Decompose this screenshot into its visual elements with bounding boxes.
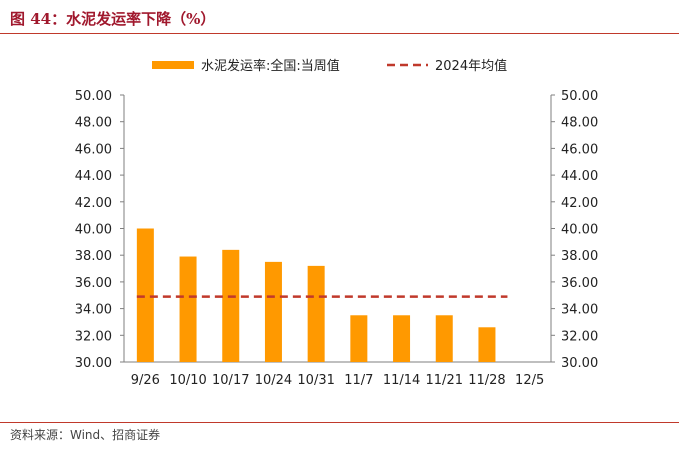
source-note: 资料来源：Wind、招商证券 — [10, 428, 161, 442]
x-tick-label: 11/21 — [426, 373, 463, 388]
bar — [307, 265, 325, 362]
x-tick-label: 11/28 — [468, 373, 505, 388]
y-tick-label-left: 30.00 — [75, 356, 112, 371]
y-tick-label-right: 46.00 — [561, 142, 598, 157]
y-tick-label-right: 34.00 — [561, 303, 598, 318]
y-tick-label-left: 44.00 — [75, 169, 112, 184]
y-tick-label-right: 40.00 — [561, 223, 598, 238]
bar — [393, 315, 411, 362]
y-tick-label-left: 48.00 — [75, 116, 112, 131]
x-tick-label: 10/17 — [212, 373, 249, 388]
x-tick-label: 11/14 — [383, 373, 420, 388]
x-tick-label: 10/10 — [169, 373, 206, 388]
legend-label-bar: 水泥发运率:全国:当周值 — [201, 58, 340, 74]
x-tick-label: 11/7 — [344, 373, 373, 388]
bar — [222, 249, 240, 362]
y-tick-label-left: 46.00 — [75, 142, 112, 157]
y-tick-label-left: 50.00 — [75, 89, 112, 104]
x-tick-label: 9/26 — [131, 373, 160, 388]
y-tick-label-left: 40.00 — [75, 223, 112, 238]
figure-title: 图 44：水泥发运率下降（%） — [10, 10, 216, 28]
y-tick-label-right: 42.00 — [561, 196, 598, 211]
x-tick-label: 10/31 — [297, 373, 334, 388]
legend-swatch-bar — [152, 61, 194, 69]
y-tick-label-left: 42.00 — [75, 196, 112, 211]
bar — [478, 327, 496, 362]
y-tick-label-left: 34.00 — [75, 303, 112, 318]
y-tick-label-left: 38.00 — [75, 249, 112, 264]
y-tick-label-right: 30.00 — [561, 356, 598, 371]
x-tick-label: 12/5 — [515, 373, 544, 388]
y-tick-label-right: 50.00 — [561, 89, 598, 104]
bar — [136, 228, 154, 362]
bar — [264, 261, 282, 362]
y-tick-label-right: 38.00 — [561, 249, 598, 264]
x-tick-label: 10/24 — [255, 373, 292, 388]
bar — [179, 256, 197, 362]
bar — [435, 315, 453, 362]
source-rule — [0, 422, 679, 423]
y-tick-label-right: 32.00 — [561, 329, 598, 344]
bar — [350, 315, 368, 362]
legend-label-average: 2024年均值 — [435, 58, 507, 74]
y-tick-label-right: 48.00 — [561, 116, 598, 131]
y-tick-label-left: 32.00 — [75, 329, 112, 344]
y-tick-label-right: 36.00 — [561, 276, 598, 291]
title-rule — [0, 33, 679, 34]
y-tick-label-right: 44.00 — [561, 169, 598, 184]
y-tick-label-left: 36.00 — [75, 276, 112, 291]
